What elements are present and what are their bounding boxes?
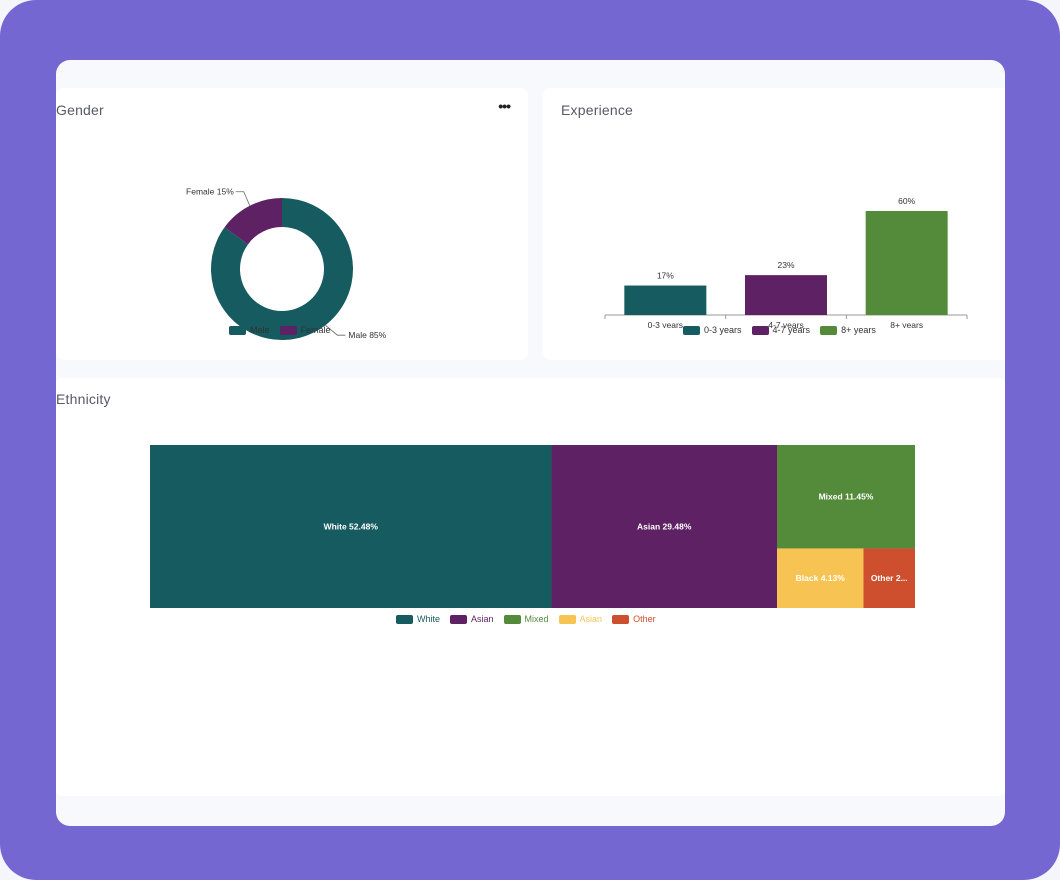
- experience-legend: 0-3 years 4-7 years 8+ years: [683, 325, 880, 335]
- legend-label-mixed: Mixed: [524, 614, 549, 624]
- legend-item-male[interactable]: Male: [229, 325, 270, 335]
- gender-legend: Male Female: [229, 325, 335, 335]
- legend-label-asian-2: Asian: [579, 614, 603, 624]
- donut-slice-female: [224, 198, 282, 245]
- donut-slice-male: [211, 198, 354, 340]
- legend-swatch-asian-2: [558, 614, 576, 624]
- legend-swatch-male: [229, 325, 246, 335]
- ethnicity-card: Ethnicity White 52.48% Asian 29.48% Mixed …: [56, 378, 1005, 796]
- legend-swatch-4-7-years: [751, 325, 769, 335]
- legend-item-8-plus-years[interactable]: 8+ years: [820, 325, 876, 335]
- exp-tick-label-8-years: 8+ years: [890, 320, 923, 328]
- legend-label-4-7-years: 4-7 years: [772, 325, 811, 335]
- gender-donut-chart: Male 85% Female 15%: [186, 187, 387, 340]
- gender-card: Gender ••• Male 85% Female 15% Male Femal…: [56, 88, 528, 360]
- treemap-tile-other: [863, 548, 915, 608]
- legend-item-other[interactable]: Other: [612, 614, 656, 624]
- legend-item-mixed[interactable]: Mixed: [503, 614, 549, 624]
- legend-swatch-mixed: [503, 614, 521, 624]
- treemap-label-asian: Asian 29.48%: [637, 522, 692, 532]
- exp-bar-4-7-years: [745, 275, 827, 315]
- donut-label-male: Male 85%: [348, 330, 386, 340]
- exp-tick-label-0-3-years: 0-3 years: [648, 320, 683, 328]
- gender-title: Gender: [56, 102, 104, 118]
- legend-item-white[interactable]: White: [396, 614, 440, 624]
- experience-title: Experience: [561, 102, 634, 118]
- exp-tick-label-4-7-years: 4-7 years: [768, 320, 803, 328]
- legend-swatch-white: [396, 614, 413, 624]
- donut-callout-female: [235, 191, 251, 206]
- experience-bar-chart: 17% 0-3 years 23% 4-7 years 60% 8+ years: [604, 196, 968, 328]
- legend-item-4-7-years[interactable]: 4-7 years: [751, 325, 811, 335]
- legend-item-female[interactable]: Female: [279, 325, 331, 335]
- legend-swatch-8-plus-years: [820, 325, 838, 335]
- ethnicity-title: Ethnicity: [56, 391, 111, 407]
- treemap-label-other: Other 2...: [871, 573, 908, 583]
- legend-label-8-plus-years: 8+ years: [841, 325, 876, 335]
- treemap-label-black: Black 4.13%: [796, 573, 846, 583]
- legend-swatch-0-3-years: [683, 325, 700, 335]
- donut-callout-male: [325, 324, 346, 336]
- treemap-tile-asian: [551, 445, 777, 608]
- experience-card: Experience 17% 0-3 years 23% 4-7 years 60% 8+…: [543, 88, 1005, 360]
- donut-label-female: Female 15%: [186, 187, 234, 197]
- legend-label-other: Other: [633, 614, 656, 624]
- treemap-tile-white: [150, 445, 552, 608]
- exp-value-label-8-years: 60%: [898, 196, 915, 206]
- legend-label-0-3-years: 0-3 years: [704, 325, 742, 335]
- dashboard-screen: Gender ••• Male 85% Female 15% Male Femal…: [56, 60, 1005, 826]
- legend-item-asian-2[interactable]: Asian: [558, 614, 603, 624]
- exp-value-label-4-7-years: 23%: [777, 260, 794, 270]
- legend-item-0-3-years[interactable]: 0-3 years: [683, 325, 742, 335]
- treemap-label-white: White 52.48%: [324, 522, 379, 532]
- legend-label-white: White: [417, 614, 441, 624]
- treemap-label-mixed: Mixed 11.45%: [819, 492, 874, 502]
- legend-label-male: Male: [250, 325, 270, 335]
- legend-label-female: Female: [300, 325, 331, 335]
- legend-swatch-female: [279, 325, 297, 335]
- exp-value-label-0-3-years: 17%: [657, 271, 674, 281]
- ethnicity-treemap-chart: White 52.48% Asian 29.48% Mixed 11.45% Blac…: [150, 445, 915, 608]
- ethnicity-legend: White Asian Mixed Asian Other: [396, 614, 660, 624]
- treemap-tile-black: [776, 548, 864, 608]
- legend-label-asian: Asian: [471, 614, 494, 624]
- legend-swatch-asian: [450, 614, 468, 624]
- legend-item-asian[interactable]: Asian: [450, 614, 494, 624]
- exp-bar-8-years: [865, 211, 948, 315]
- exp-bar-0-3-years: [624, 285, 707, 315]
- more-icon[interactable]: •••: [498, 98, 511, 114]
- treemap-tile-mixed: [776, 445, 915, 549]
- legend-swatch-other: [612, 614, 630, 624]
